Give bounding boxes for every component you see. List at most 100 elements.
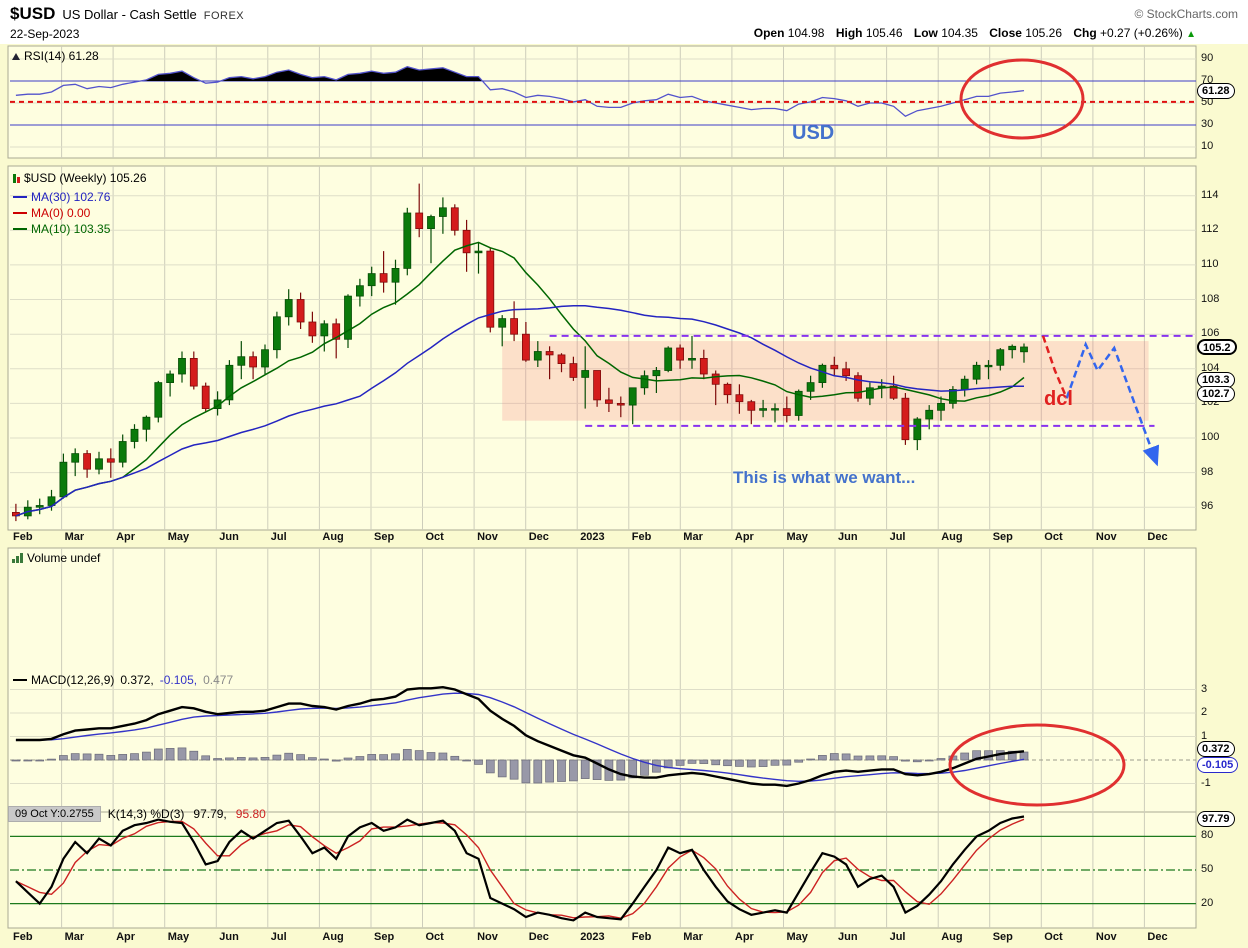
x-axis-month: Feb <box>631 531 652 543</box>
price-title-text: $USD (Weekly) 105.26 <box>24 171 147 185</box>
stoch-axis-tick: 20 <box>1201 896 1214 909</box>
title-row: $USD US Dollar - Cash Settle FOREX <box>10 4 244 24</box>
price-axis-tick: 112 <box>1201 223 1219 236</box>
volume-label-text: Volume undef <box>27 551 101 565</box>
ohlc-summary: Open 104.98 High 105.46 Low 104.35 Close… <box>746 26 1196 40</box>
x-axis-month: Feb <box>13 931 33 943</box>
price-axis-tick: 104 <box>1201 361 1220 374</box>
price-axis-tick: 110 <box>1201 257 1219 270</box>
x-axis-month: Dec <box>528 531 549 543</box>
symbol-name: US Dollar - Cash Settle <box>62 7 197 22</box>
stoch-value-bubble: 97.79 <box>1197 811 1235 827</box>
x-axis-month: Nov <box>477 931 498 943</box>
price-panel-icon <box>13 173 20 183</box>
ma10-line-sample <box>13 228 27 230</box>
x-axis-month: Jun <box>838 531 858 543</box>
close-label: Close <box>989 26 1022 40</box>
usd-annotation: USD <box>792 122 835 144</box>
price-axis-tick: 114 <box>1201 188 1219 201</box>
market-type-label: FOREX <box>203 10 245 22</box>
price-axis-tick: 98 <box>1201 465 1214 478</box>
x-axis-month: Nov <box>477 531 498 543</box>
x-axis-month: Sep <box>374 531 395 543</box>
high-label: High <box>835 26 863 40</box>
x-axis-month: Sep <box>992 531 1013 543</box>
macd-hist-value: 0.477 <box>203 673 234 687</box>
x-axis-month: May <box>786 931 808 943</box>
stoch-label-text: K(14,3) %D(3) <box>107 807 185 821</box>
open-label: Open <box>753 26 785 40</box>
x-axis-month: Oct <box>1044 531 1063 543</box>
chart-date: 22-Sep-2023 <box>10 27 80 41</box>
x-axis-month: Aug <box>941 931 963 943</box>
price-axis-tick: 96 <box>1201 500 1214 513</box>
macd-value-bubble: -0.105 <box>1197 756 1239 773</box>
x-axis-month: Mar <box>64 531 85 543</box>
chg-value: +0.27 (+0.26%) <box>1100 26 1183 40</box>
ma0-line-sample <box>13 212 27 214</box>
macd-axis-tick: -1 <box>1201 776 1211 789</box>
x-axis-month: Feb <box>13 531 33 543</box>
open-value: 104.98 <box>787 26 825 40</box>
macd-label-text: MACD(12,26,9) <box>31 673 115 687</box>
x-axis-month: Dec <box>528 931 549 943</box>
chg-label: Chg <box>1073 26 1097 40</box>
legend-ma30: MA(30) 102.76 <box>13 190 110 204</box>
price-axis-tick: 106 <box>1201 327 1220 340</box>
x-axis-month: Jul <box>270 531 287 543</box>
x-axis-month: Mar <box>64 931 85 943</box>
want-annotation: This is what we want... <box>733 468 916 487</box>
rsi-value-bubble: 61.28 <box>1197 82 1235 99</box>
chart-header: $USD US Dollar - Cash Settle FOREX © Sto… <box>0 0 1248 44</box>
legend-ma10: MA(10) 103.35 <box>13 222 110 236</box>
change-up-arrow-icon: ▲ <box>1186 29 1196 40</box>
x-axis-month: Jul <box>889 931 906 943</box>
x-axis-month: Mar <box>683 931 703 943</box>
volume-panel-icon <box>12 553 23 563</box>
stockcharts-credit-link[interactable]: © StockCharts.com <box>1134 7 1238 21</box>
crosshair-readout: 09 Oct Y:0.2755 <box>8 806 101 822</box>
rsi-panel-label: RSI(14) 61.28 <box>12 49 99 63</box>
x-axis-month: Oct <box>425 931 444 943</box>
price-axis-tick: 100 <box>1201 431 1220 443</box>
stoch-k-value: 97.79, <box>193 807 227 821</box>
x-axis-month: Apr <box>116 531 136 543</box>
x-axis-month: Apr <box>116 931 136 943</box>
legend-ma10-text: MA(10) 103.35 <box>31 222 111 236</box>
macd-value-bubble: 0.372 <box>1197 741 1235 758</box>
price-axis-tick: 108 <box>1201 292 1220 305</box>
x-axis-month: Aug <box>322 531 344 543</box>
stoch-axis-tick: 50 <box>1201 863 1214 875</box>
macd-axis-tick: 1 <box>1201 729 1208 742</box>
stoch-panel-label: 09 Oct Y:0.2755 K(14,3) %D(3) 97.79, 95.… <box>8 806 266 822</box>
macd-signal-value: -0.105, <box>159 673 198 687</box>
rsi-label-text: RSI(14) 61.28 <box>24 49 99 63</box>
symbol-ticker: $USD <box>10 4 56 23</box>
x-axis-month: Aug <box>322 931 344 943</box>
x-axis-month: May <box>786 531 808 543</box>
x-axis-month: May <box>167 531 190 543</box>
rsi-axis-tick: 30 <box>1201 118 1214 130</box>
rsi-axis-tick: 90 <box>1201 52 1214 64</box>
low-label: Low <box>913 26 938 40</box>
macd-axis-tick: 2 <box>1201 706 1208 718</box>
macd-panel-label: MACD(12,26,9) 0.372, -0.105, 0.477 <box>13 673 233 687</box>
x-axis-month: Sep <box>374 931 395 943</box>
x-axis-month: 2023 <box>580 531 605 543</box>
price-value-bubble: 105.2 <box>1197 339 1237 355</box>
x-axis-month: Oct <box>425 531 444 543</box>
x-axis-month: 2023 <box>580 931 605 943</box>
macd-axis-tick: 3 <box>1201 682 1208 695</box>
close-value: 105.26 <box>1025 26 1062 40</box>
x-axis-month: Aug <box>941 531 963 543</box>
price-value-bubble: 102.7 <box>1197 385 1235 402</box>
x-axis-month: Jul <box>889 531 906 543</box>
legend-ma0-text: MA(0) 0.00 <box>31 206 91 220</box>
macd-value: 0.372, <box>120 673 154 687</box>
stoch-axis-tick: 80 <box>1201 829 1214 842</box>
x-axis-month: Apr <box>734 531 754 543</box>
x-axis-month: Jun <box>838 931 858 943</box>
